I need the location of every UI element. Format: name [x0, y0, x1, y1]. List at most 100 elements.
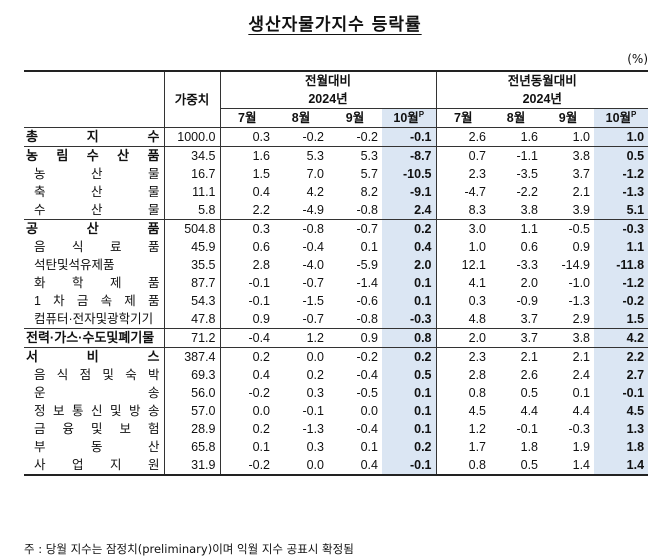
yoy-cell: 2.0 [436, 328, 491, 348]
table-row: 금 융 및 보 험 28.9 0.2 -1.3 -0.4 0.1 1.2 -0.1 -0.3 1.… [24, 420, 649, 438]
yoy-cell: 3.9 [572, 203, 591, 217]
row-label: 농 림 수 산 품 [24, 146, 164, 165]
mom-cell: 0.8 [382, 328, 437, 348]
mom-cell: 0.2 [382, 438, 437, 456]
mom-cell: 0.1 [382, 384, 437, 402]
weight-cell: 45.9 [163, 238, 221, 256]
mom-cell: 0.3 [252, 130, 270, 144]
mom-cell: -0.2 [328, 347, 382, 366]
row-label: 운 송 [34, 386, 160, 400]
weight-cell: 35.5 [163, 256, 221, 274]
mom-cell: 1.5 [252, 167, 270, 181]
mom-cell: 0.1 [360, 240, 378, 254]
mom-cell: 2.4 [382, 201, 437, 220]
yoy-cell: 2.9 [572, 312, 591, 326]
yoy-cell: 2.6 [468, 130, 487, 144]
mom-cell: 0.1 [360, 440, 378, 454]
mom-cell: 5.3 [274, 146, 328, 165]
row-label: 공 산 품 [24, 219, 164, 238]
mom-cell: -4.9 [302, 203, 324, 217]
mom-cell: 0.6 [252, 240, 270, 254]
yoy-cell: 2.7 [594, 366, 649, 384]
weight-cell: 16.7 [163, 165, 221, 183]
weight-cell: 31.9 [163, 456, 221, 476]
mom-cell: 4.2 [306, 185, 324, 199]
yoy-cell: 2.8 [468, 368, 487, 382]
mom-year-header: 2024년 [220, 90, 437, 109]
mom-cell: 0.0 [252, 404, 270, 418]
yoy-cell: 1.5 [594, 310, 649, 329]
yoy-cell: 0.7 [436, 146, 491, 165]
table-row: 사 업 지 원 31.9 -0.2 0.0 0.4 -0.1 0.8 0.5 1.4 1.4 [24, 456, 649, 476]
table-row: 농 림 수 산 품 34.5 1.6 5.3 5.3 -8.7 0.7 -1.1 3.8 0.5 [24, 146, 649, 165]
yoy-cell: -1.0 [568, 276, 591, 290]
mom-cell: -0.7 [302, 276, 324, 290]
mom-cell: -0.7 [302, 312, 324, 326]
mom-cell: -0.4 [302, 240, 324, 254]
row-label: 총 지 수 [26, 129, 160, 144]
row-label: 컴퓨터·전자및광학기기 [34, 312, 154, 326]
yoy-cell: 2.6 [520, 368, 539, 382]
mom-cell: -10.5 [382, 165, 437, 183]
row-label: 축 산 물 [34, 185, 160, 199]
yoy-cell: 4.8 [468, 312, 487, 326]
row-label: 농 산 물 [34, 167, 160, 181]
row-label: 화 학 제 품 [34, 276, 160, 290]
mom-cell: 0.0 [360, 404, 378, 418]
yoy-cell: 2.1 [542, 347, 595, 366]
yoy-cell: 2.4 [572, 368, 591, 382]
mom-cell: 0.4 [328, 456, 382, 476]
mom-cell: -1.5 [302, 294, 324, 308]
mom-cell: -0.6 [356, 294, 378, 308]
yoy-cell: 3.8 [542, 146, 595, 165]
mom-month-header: 8월 [291, 111, 311, 125]
mom-cell: 2.8 [252, 258, 270, 272]
table-body: 총 지 수 1000.0 0.3 -0.2 -0.2 -0.1 2.6 1.6 1.0 1.0 농 … [24, 127, 649, 476]
yoy-cell: -0.5 [542, 219, 595, 238]
yoy-cell: -1.2 [594, 274, 649, 292]
weight-cell: 69.3 [163, 366, 221, 384]
mom-cell: 1.6 [220, 146, 274, 165]
mom-month-header-current: 10월P [382, 108, 437, 128]
table-row: 부 동 산 65.8 0.1 0.3 0.1 0.2 1.7 1.8 1.9 1.8 [24, 438, 649, 456]
mom-month-header: 9월 [345, 111, 365, 125]
yoy-cell: 3.8 [520, 203, 539, 217]
weight-cell: 1000.0 [163, 127, 221, 147]
mom-cell: -0.2 [248, 386, 270, 400]
yoy-cell: -1.3 [594, 183, 649, 201]
yoy-cell: 1.8 [520, 440, 539, 454]
yoy-cell: 3.8 [542, 328, 595, 348]
row-label: 수 산 물 [34, 203, 160, 217]
mom-cell: -5.9 [356, 258, 378, 272]
yoy-year-header: 2024년 [436, 90, 649, 109]
mom-cell: -9.1 [382, 183, 437, 201]
weight-cell: 34.5 [163, 146, 221, 165]
mom-cell: 8.2 [360, 185, 378, 199]
footnote: 주 : 당월 지수는 잠정치(preliminary)이며 익월 지수 공표시 … [24, 542, 354, 556]
yoy-month-header: 7월 [454, 111, 473, 125]
mom-cell: -0.2 [302, 130, 324, 144]
mom-cell: 0.1 [382, 402, 437, 420]
row-label: 부 동 산 [34, 440, 160, 454]
table-row: 수 산 물 5.8 2.2 -4.9 -0.8 2.4 8.3 3.8 3.9 5.1 [24, 201, 649, 220]
yoy-cell: -0.9 [516, 294, 539, 308]
yoy-cell: -0.3 [568, 422, 591, 436]
yoy-cell: 0.1 [572, 386, 591, 400]
mom-cell: 2.2 [252, 203, 270, 217]
yoy-cell: 0.6 [520, 240, 539, 254]
mom-cell: -0.4 [220, 328, 274, 348]
yoy-cell: 4.4 [572, 404, 591, 418]
yoy-cell: 0.5 [490, 456, 543, 476]
mom-cell: 0.1 [382, 420, 437, 438]
mom-cell: 0.3 [306, 386, 324, 400]
mom-cell: 0.2 [220, 347, 274, 366]
yoy-cell: 2.2 [594, 347, 649, 366]
weight-cell: 57.0 [163, 402, 221, 420]
yoy-cell: 1.0 [468, 240, 487, 254]
yoy-cell: 4.5 [468, 404, 487, 418]
yoy-cell: 0.9 [572, 240, 591, 254]
weight-cell: 5.8 [163, 201, 221, 220]
row-label: 석탄및석유제품 [34, 258, 115, 272]
mom-cell: -0.1 [382, 456, 437, 476]
yoy-month-header: 8월 [506, 111, 526, 125]
